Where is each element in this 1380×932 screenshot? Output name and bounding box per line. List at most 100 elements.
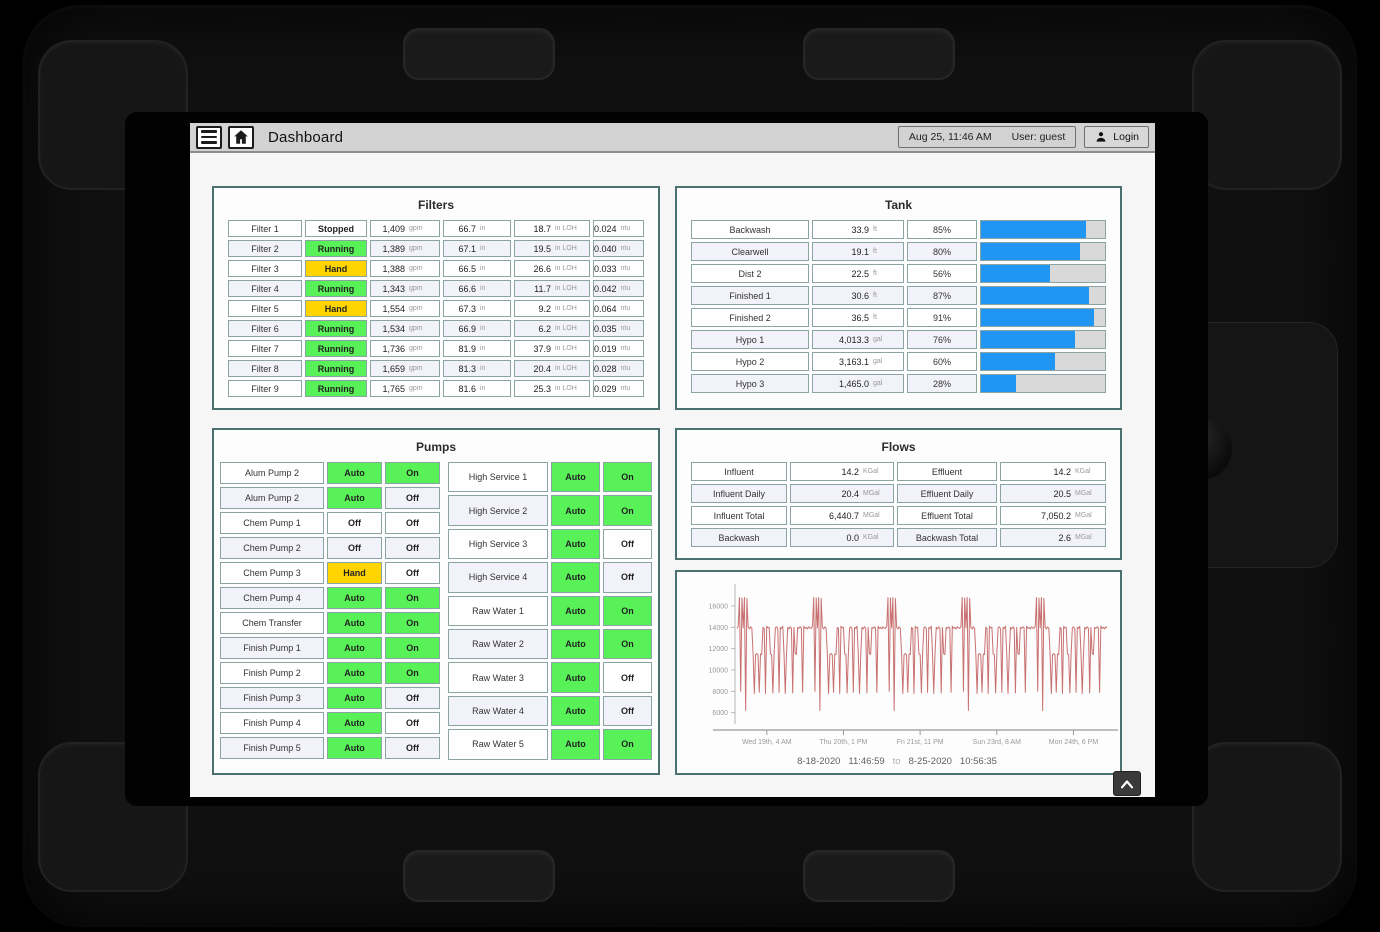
pump-mode[interactable]: Off <box>327 512 382 534</box>
pump-state[interactable]: On <box>603 595 652 626</box>
pump-state[interactable]: On <box>603 462 652 493</box>
filter-status[interactable]: Stopped <box>305 220 367 237</box>
filter-status[interactable]: Running <box>305 320 367 337</box>
pump-mode[interactable]: Auto <box>551 462 600 493</box>
value: 1,465.0 <box>838 378 869 389</box>
pump-state[interactable]: Off <box>385 487 440 509</box>
filter-status[interactable]: Running <box>305 340 367 357</box>
pump-state[interactable]: On <box>603 628 652 660</box>
pump-name: High Service 2 <box>448 495 548 526</box>
value: 14.2 <box>1053 466 1071 477</box>
unit-label: gal <box>873 358 883 365</box>
value: 67.3 <box>458 303 476 314</box>
pump-row: Finish Pump 1 Auto On <box>220 637 440 659</box>
filter-loh: 11.7 in LOH <box>514 280 590 297</box>
pump-state[interactable]: Off <box>385 512 440 534</box>
unit-label: in <box>480 265 486 272</box>
pump-mode[interactable]: Auto <box>327 662 382 684</box>
pump-row: Chem Pump 3 Hand Off <box>220 562 440 584</box>
pump-mode[interactable]: Auto <box>327 712 382 734</box>
bar-fill <box>981 309 1094 326</box>
pump-row: Finish Pump 5 Auto Off <box>220 737 440 759</box>
filter-flow: 1,534 gpm <box>370 320 440 337</box>
pump-mode[interactable]: Auto <box>551 695 600 727</box>
filter-status[interactable]: Running <box>305 360 367 377</box>
pump-state[interactable]: Off <box>603 562 652 593</box>
unit-label: in <box>480 245 486 252</box>
tank-name: Finished 1 <box>691 286 809 305</box>
pump-state[interactable]: On <box>385 637 440 659</box>
pump-state[interactable]: Off <box>603 662 652 693</box>
unit-label: ft <box>873 314 877 321</box>
filter-flow: 1,765 gpm <box>370 380 440 397</box>
pump-mode[interactable]: Auto <box>551 562 600 593</box>
pump-row: Alum Pump 2 Auto Off <box>220 487 440 509</box>
value: 1,554 <box>382 303 405 314</box>
filter-name: Filter 9 <box>228 380 302 397</box>
pump-state[interactable]: On <box>385 587 440 609</box>
filter-status[interactable]: Running <box>305 380 367 397</box>
pump-state[interactable]: Off <box>385 737 440 759</box>
pump-row: Chem Pump 1 Off Off <box>220 512 440 534</box>
value: 67.1 <box>458 243 476 254</box>
pump-mode[interactable]: Auto <box>551 528 600 560</box>
tank-level: 3,163.1 gal <box>812 352 904 371</box>
pump-state[interactable]: Off <box>385 687 440 709</box>
flow-label: Effluent Daily <box>897 484 997 503</box>
pump-state[interactable]: On <box>385 612 440 634</box>
unit-label: ft <box>873 292 877 299</box>
pump-name: Alum Pump 2 <box>220 487 324 509</box>
pump-state[interactable]: On <box>603 729 652 760</box>
value: 33.9 <box>851 224 869 235</box>
value: 19.1 <box>851 246 869 257</box>
unit-label: gal <box>873 380 883 387</box>
pump-state[interactable]: Off <box>385 712 440 734</box>
pump-mode[interactable]: Auto <box>327 637 382 659</box>
menu-button[interactable] <box>196 125 222 149</box>
filter-level: 67.1 in <box>443 240 511 257</box>
pump-mode[interactable]: Auto <box>327 487 382 509</box>
pump-row: High Service 4 Auto Off <box>448 562 652 593</box>
filter-status[interactable]: Hand <box>305 300 367 317</box>
bar-fill <box>981 265 1051 282</box>
home-button[interactable] <box>228 125 254 149</box>
filter-status[interactable]: Running <box>305 280 367 297</box>
pump-mode[interactable]: Auto <box>551 662 600 693</box>
pump-mode[interactable]: Auto <box>551 595 600 626</box>
pump-state[interactable]: Off <box>385 562 440 584</box>
pump-mode[interactable]: Auto <box>551 729 600 760</box>
scroll-top-button[interactable] <box>1113 771 1141 796</box>
pump-mode[interactable]: Auto <box>327 612 382 634</box>
value: 22.5 <box>851 268 869 279</box>
pump-state[interactable]: Off <box>385 537 440 559</box>
filter-status[interactable]: Running <box>305 240 367 257</box>
pump-mode[interactable]: Auto <box>327 687 382 709</box>
pump-mode[interactable]: Auto <box>327 737 382 759</box>
pump-state[interactable]: Off <box>603 528 652 560</box>
pump-state[interactable]: Off <box>603 695 652 727</box>
pump-mode[interactable]: Auto <box>327 587 382 609</box>
pump-state[interactable]: On <box>385 462 440 484</box>
pump-mode[interactable]: Off <box>327 537 382 559</box>
tank-percent: 91% <box>907 308 977 327</box>
dashboard-app: Dashboard Aug 25, 11:46 AM User: guest L… <box>190 123 1155 797</box>
svg-text:8000: 8000 <box>712 689 728 696</box>
pump-row: Raw Water 3 Auto Off <box>448 662 652 693</box>
pump-mode[interactable]: Auto <box>551 628 600 660</box>
value: 1,388 <box>382 263 405 274</box>
pump-mode[interactable]: Hand <box>327 562 382 584</box>
pump-mode[interactable]: Auto <box>551 495 600 526</box>
tank-level-bar <box>980 264 1106 283</box>
tank-level: 33.9 ft <box>812 220 904 239</box>
pump-row: Raw Water 4 Auto Off <box>448 695 652 727</box>
pump-row: Chem Transfer Auto On <box>220 612 440 634</box>
pump-state[interactable]: On <box>603 495 652 526</box>
pump-mode[interactable]: Auto <box>327 462 382 484</box>
pump-state[interactable]: On <box>385 662 440 684</box>
unit-label: gpm <box>409 285 423 292</box>
login-button[interactable]: Login <box>1084 126 1149 148</box>
filter-status[interactable]: Hand <box>305 260 367 277</box>
value: 0.042 <box>594 283 617 294</box>
value: 14.2 <box>841 466 859 477</box>
value: 1,736 <box>382 343 405 354</box>
